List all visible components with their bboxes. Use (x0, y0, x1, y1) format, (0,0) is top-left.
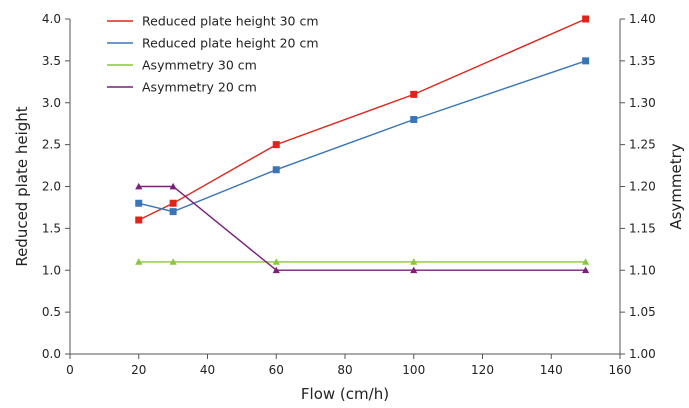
legend-label: Asymmetry 20 cm (142, 80, 257, 95)
x-tick-label: 120 (471, 363, 494, 377)
left-y-tick-label: 0.5 (42, 305, 61, 319)
data-point (169, 208, 177, 216)
left-y-tick-label: 3.0 (42, 96, 61, 110)
data-point (582, 15, 590, 23)
x-tick-label: 140 (540, 363, 563, 377)
x-tick-label: 60 (269, 363, 284, 377)
right-y-tick-label: 1.30 (629, 96, 656, 110)
right-y-axis-title: Asymmetry (667, 143, 685, 229)
x-tick-label: 40 (200, 363, 215, 377)
left-y-tick-label: 1.0 (42, 263, 61, 277)
series-layer (135, 15, 590, 274)
legend-item-2: Reduced plate height 20 cm (107, 36, 319, 51)
data-point (410, 258, 418, 265)
data-point (272, 141, 280, 149)
x-tick-label: 160 (609, 363, 632, 377)
right-y-tick-label: 1.05 (629, 305, 656, 319)
x-tick-label: 100 (402, 363, 425, 377)
data-point (272, 266, 280, 274)
left-y-axis-title: Reduced plate height (13, 106, 31, 266)
series-2 (135, 57, 590, 216)
data-point (272, 258, 280, 265)
left-y-tick-label: 2.0 (42, 180, 61, 194)
data-point (135, 216, 143, 224)
x-tick-label: 20 (131, 363, 146, 377)
legend: Reduced plate height 30 cm Reduced plate … (107, 14, 319, 95)
data-point (582, 258, 590, 265)
data-point (169, 182, 177, 190)
right-y-tick-label: 1.25 (629, 138, 656, 152)
legend-label: Reduced plate height 20 cm (142, 36, 319, 51)
series-4 (135, 182, 590, 274)
series-3 (135, 258, 590, 265)
legend-item-4: Asymmetry 20 cm (107, 80, 257, 95)
x-tick-label: 0 (66, 363, 74, 377)
legend-item-1: Reduced plate height 30 cm (107, 14, 319, 29)
right-y-tick-label: 1.35 (629, 54, 656, 68)
left-y-tick-label: 1.5 (42, 221, 61, 235)
x-tick-label: 80 (337, 363, 352, 377)
data-point (169, 258, 177, 265)
data-point (410, 90, 418, 98)
left-y-tick-label: 2.5 (42, 138, 61, 152)
right-y-tick-label: 1.00 (629, 347, 656, 361)
right-y-tick-label: 1.15 (629, 221, 656, 235)
left-y-tick-label: 0.0 (42, 347, 61, 361)
data-point (272, 166, 280, 174)
right-y-tick-label: 1.40 (629, 12, 656, 26)
data-point (135, 199, 143, 207)
data-point (410, 266, 418, 274)
legend-label: Asymmetry 30 cm (142, 58, 257, 73)
left-y-tick-label: 3.5 (42, 54, 61, 68)
data-point (582, 266, 590, 274)
right-y-tick-label: 1.10 (629, 263, 656, 277)
data-point (135, 182, 143, 190)
axes: 0 20 40 60 80 100 120 140 160 0.0 0.5 1.0 1.5 2.0 2.5 3… (42, 12, 656, 377)
legend-label: Reduced plate height 30 cm (142, 14, 319, 29)
data-point (135, 258, 143, 265)
left-y-tick-label: 4.0 (42, 12, 61, 26)
data-point (169, 199, 177, 207)
data-point (582, 57, 590, 65)
x-axis-title: Flow (cm/h) (301, 385, 389, 403)
legend-item-3: Asymmetry 30 cm (107, 58, 257, 73)
data-point (410, 116, 418, 123)
right-y-tick-label: 1.20 (629, 180, 656, 194)
